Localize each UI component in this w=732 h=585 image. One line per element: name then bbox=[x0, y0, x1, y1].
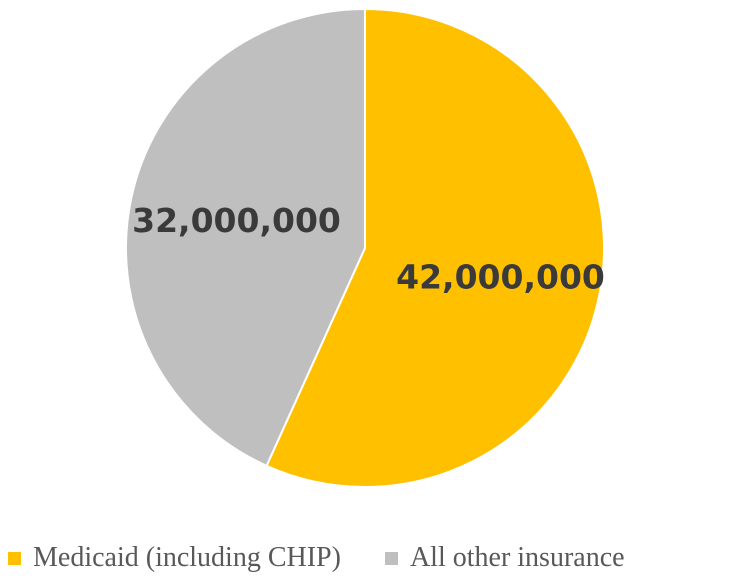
data-label-medicaid: 42,000,000 bbox=[396, 258, 605, 297]
legend-swatch-medicaid bbox=[8, 551, 21, 565]
legend-item-medicaid: Medicaid (including CHIP) bbox=[8, 542, 341, 574]
legend-item-all-other-insurance: All other insurance bbox=[384, 542, 625, 574]
data-label-all-other-insurance: 32,000,000 bbox=[132, 201, 341, 240]
pie-slice-all-other-insurance bbox=[125, 7, 366, 468]
legend: Medicaid (including CHIP) All other insu… bbox=[8, 538, 625, 578]
pie-slice-medicaid bbox=[265, 7, 605, 488]
legend-swatch-all-other-insurance bbox=[384, 551, 398, 565]
legend-label-all-other-insurance: All other insurance bbox=[409, 542, 625, 573]
legend-label-medicaid: Medicaid (including CHIP) bbox=[33, 542, 341, 573]
